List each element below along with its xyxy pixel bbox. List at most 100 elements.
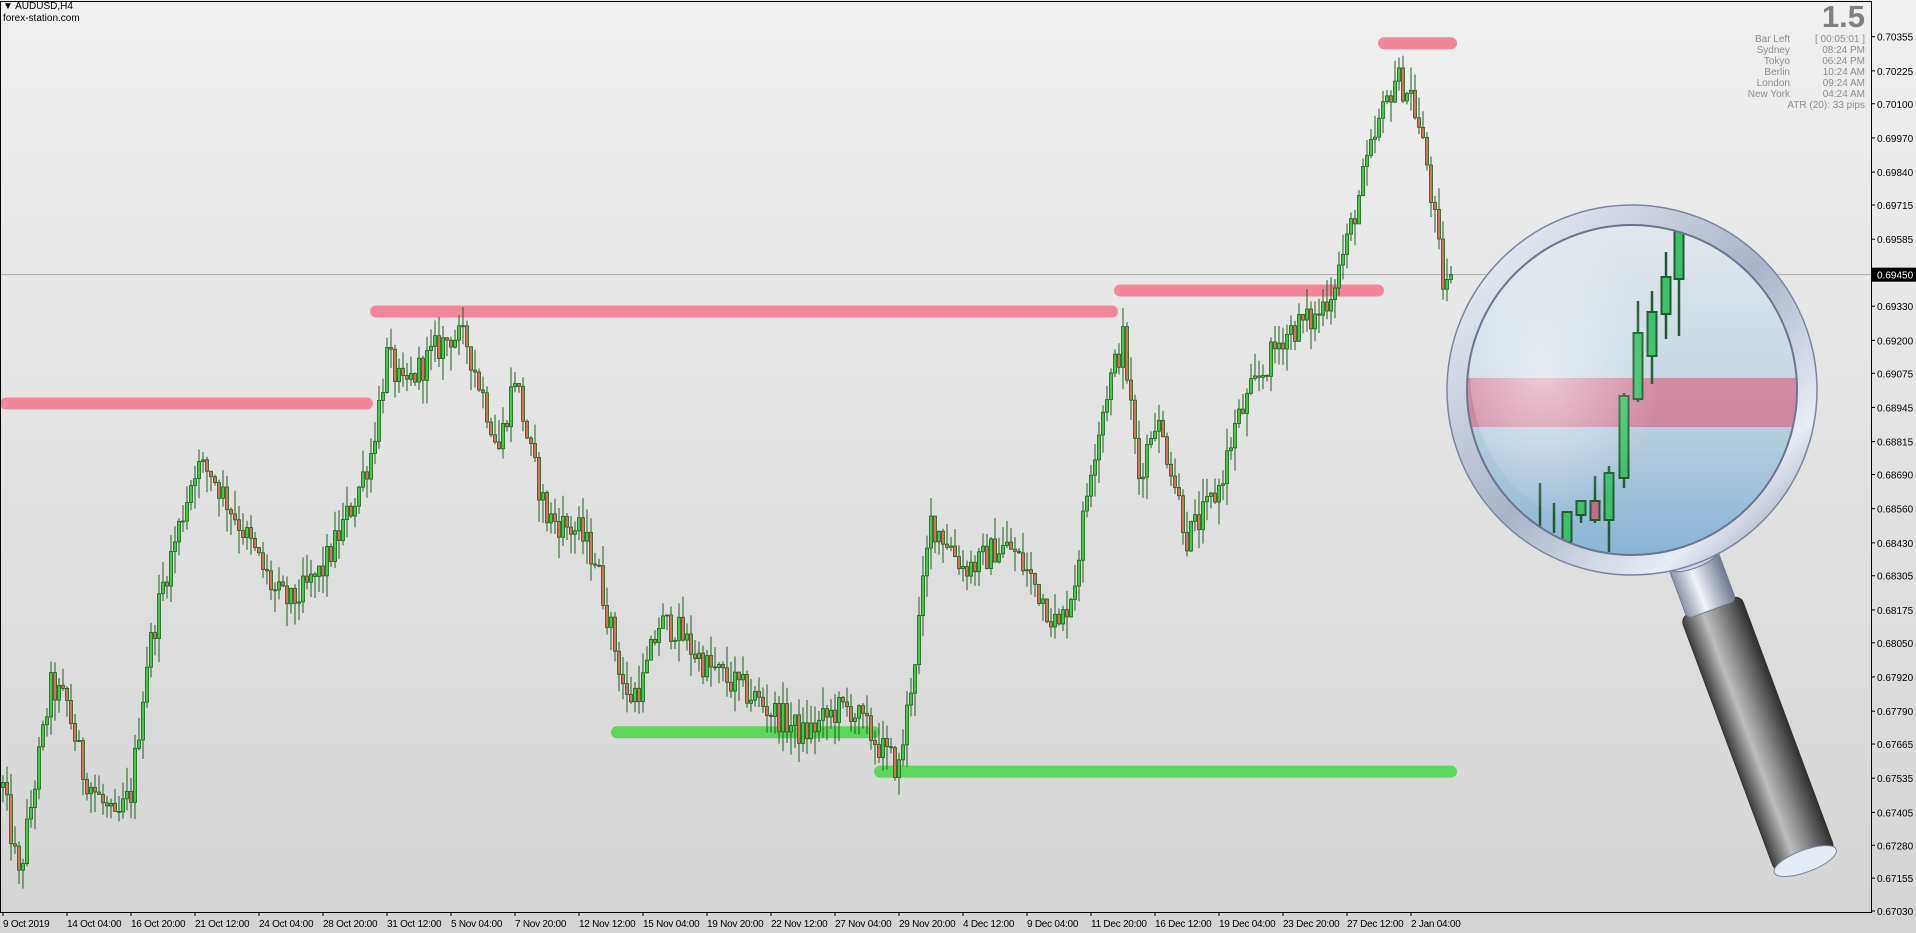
bull-candle xyxy=(949,545,953,548)
bull-candle xyxy=(1289,325,1293,335)
bull-candle xyxy=(1297,313,1301,342)
y-tick-label: 0.67790 xyxy=(1877,707,1914,718)
bear-candle xyxy=(525,420,529,439)
bear-candle xyxy=(869,715,873,741)
bear-candle xyxy=(1169,463,1173,477)
bear-candle xyxy=(213,476,217,483)
bear-candle xyxy=(1421,126,1425,138)
bear-candle xyxy=(1241,408,1245,414)
bear-candle xyxy=(265,568,269,572)
y-tick-label: 0.67665 xyxy=(1877,740,1914,751)
bull-candle xyxy=(913,664,917,694)
bear-candle xyxy=(1325,301,1329,312)
bull-candle xyxy=(1001,545,1005,555)
bear-candle xyxy=(69,700,73,724)
symbol-title[interactable]: ▼ AUDUSD,H4 xyxy=(3,2,73,12)
bear-candle xyxy=(401,367,405,376)
bull-candle xyxy=(609,616,613,628)
bull-candle xyxy=(1333,287,1337,301)
bear-candle xyxy=(81,740,85,780)
bull-candle xyxy=(1141,476,1145,480)
bull-candle xyxy=(1221,483,1225,486)
bear-candle xyxy=(745,674,749,704)
bear-candle xyxy=(1281,342,1285,350)
bull-candle xyxy=(197,461,201,480)
bull-candle xyxy=(309,573,313,583)
bear-candle xyxy=(1401,67,1405,102)
bull-candle xyxy=(301,575,305,603)
bear-candle xyxy=(253,537,257,549)
bear-candle xyxy=(725,667,729,683)
bull-candle xyxy=(549,513,553,524)
bull-candle xyxy=(1041,598,1045,604)
bull-candle xyxy=(1321,301,1325,316)
bear-candle xyxy=(285,585,289,605)
bull-candle xyxy=(905,704,909,746)
bear-candle xyxy=(825,708,829,718)
bull-candle xyxy=(837,696,841,724)
y-tick-label: 0.67280 xyxy=(1877,841,1914,852)
bull-candle xyxy=(1305,308,1309,321)
bull-candle xyxy=(149,632,153,668)
bear-candle xyxy=(861,705,865,714)
dropdown-triangle-icon[interactable]: ▼ xyxy=(3,1,13,12)
bull-candle xyxy=(29,807,33,820)
bear-candle xyxy=(1413,89,1417,119)
bull-candle xyxy=(1373,136,1377,140)
bear-candle xyxy=(581,517,585,542)
bear-candle xyxy=(941,530,945,545)
atr-value: ATR (20): 33 pips xyxy=(1787,100,1865,111)
x-tick-label: 23 Dec 20:00 xyxy=(1283,919,1340,930)
bear-candle xyxy=(757,691,761,698)
bull-candle xyxy=(429,345,433,351)
bull-candle xyxy=(41,724,45,748)
y-tick-label: 0.68175 xyxy=(1877,606,1914,617)
bull-candle xyxy=(1153,430,1157,439)
bull-candle xyxy=(937,530,941,543)
bull-candle xyxy=(961,566,965,570)
bear-candle xyxy=(945,543,949,548)
bear-candle xyxy=(5,782,9,796)
bear-candle xyxy=(617,650,621,675)
y-tick-label: 0.69075 xyxy=(1877,369,1914,380)
bull-candle xyxy=(1261,374,1265,378)
bear-candle xyxy=(1013,548,1017,552)
bull-candle xyxy=(1381,101,1385,119)
bear-candle xyxy=(993,538,997,563)
bear-candle xyxy=(701,652,705,678)
bull-candle xyxy=(1073,585,1077,600)
bear-candle xyxy=(873,740,877,745)
bear-candle xyxy=(217,482,221,499)
bear-candle xyxy=(233,513,237,521)
bull-candle xyxy=(121,798,125,813)
bull-candle xyxy=(981,545,985,553)
bull-candle xyxy=(929,515,933,549)
bull-candle xyxy=(317,565,321,577)
bull-candle xyxy=(705,655,709,678)
bull-candle xyxy=(201,459,205,463)
bull-candle xyxy=(657,628,661,644)
bull-candle xyxy=(441,337,445,359)
bear-candle xyxy=(53,672,57,701)
x-tick-label: 7 Nov 20:00 xyxy=(515,919,567,930)
bull-candle xyxy=(221,486,225,499)
bull-candle xyxy=(1093,459,1097,476)
bear-candle xyxy=(1017,550,1021,554)
bear-candle xyxy=(629,693,633,703)
bull-candle xyxy=(897,759,901,778)
bear-candle xyxy=(669,614,673,642)
bear-candle xyxy=(613,616,617,652)
bull-candle xyxy=(1189,520,1193,552)
bull-candle xyxy=(685,633,689,641)
lens-content xyxy=(1468,226,1796,552)
bull-candle xyxy=(1193,514,1197,522)
bear-candle xyxy=(785,703,789,733)
info-label: Tokyo xyxy=(1763,56,1790,67)
bull-candle xyxy=(1369,138,1373,156)
bear-candle xyxy=(565,515,569,528)
bull-candle xyxy=(909,692,913,706)
bear-candle xyxy=(693,653,697,659)
y-tick-label: 0.67920 xyxy=(1877,673,1914,684)
x-tick-label: 16 Oct 20:00 xyxy=(131,919,186,930)
